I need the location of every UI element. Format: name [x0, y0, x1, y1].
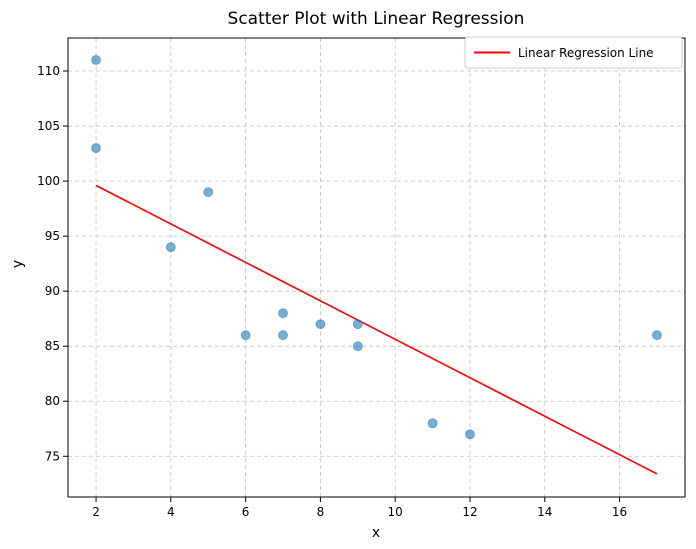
data-point	[91, 55, 101, 65]
y-axis-ticks: 75 80 85 90 95 100 105 110	[37, 64, 68, 463]
y-tick-label: 100	[37, 174, 60, 188]
x-tick-label: 2	[92, 505, 100, 519]
data-point	[165, 242, 176, 253]
x-tick-label: 12	[462, 505, 477, 519]
grid	[68, 38, 685, 497]
chart-title: Scatter Plot with Linear Regression	[228, 9, 525, 29]
data-point	[240, 330, 251, 341]
y-tick-label: 105	[37, 119, 60, 133]
y-tick-label: 110	[37, 64, 60, 78]
data-point	[352, 341, 363, 352]
x-tick-label: 4	[167, 505, 175, 519]
x-tick-label: 8	[317, 505, 325, 519]
data-point	[203, 187, 214, 198]
x-axis-ticks: 2 4 6 8 10 12 14 16	[92, 497, 627, 519]
data-point	[91, 143, 101, 153]
y-tick-label: 90	[45, 284, 60, 298]
legend-label-regression: Linear Regression Line	[518, 46, 654, 60]
regression-layer	[95, 184, 658, 475]
y-tick-label: 75	[45, 449, 60, 463]
data-point	[278, 330, 288, 341]
data-point	[315, 319, 326, 330]
x-tick-label: 16	[612, 505, 627, 519]
legend: Linear Regression Line	[464, 36, 683, 69]
y-tick-label: 80	[45, 394, 60, 408]
legend-box	[464, 36, 683, 69]
data-point	[352, 319, 363, 330]
data-point	[652, 330, 662, 341]
plot-frame	[67, 37, 686, 498]
data-point	[427, 418, 438, 429]
data-point	[278, 308, 288, 319]
data-point	[465, 429, 475, 440]
y-axis-label: y	[10, 260, 26, 268]
x-axis-label: x	[372, 525, 380, 541]
x-tick-label: 10	[388, 505, 403, 519]
y-tick-label: 85	[45, 339, 60, 353]
points-layer	[91, 55, 662, 440]
x-tick-label: 6	[242, 505, 250, 519]
regression-line	[95, 184, 658, 475]
y-tick-label: 95	[45, 229, 60, 243]
x-tick-label: 14	[537, 505, 552, 519]
